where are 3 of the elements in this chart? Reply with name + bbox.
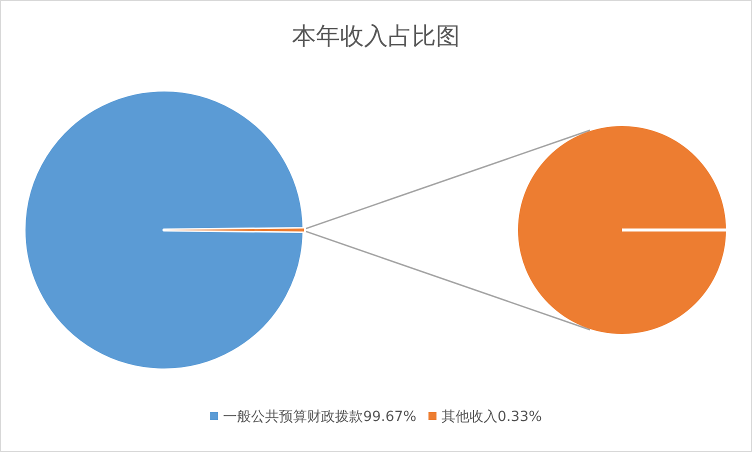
legend-label: 一般公共预算财政拨款99.67% bbox=[223, 409, 416, 425]
chart-title: 本年收入占比图 bbox=[292, 22, 460, 50]
legend-label: 其他收入0.33% bbox=[441, 409, 542, 425]
